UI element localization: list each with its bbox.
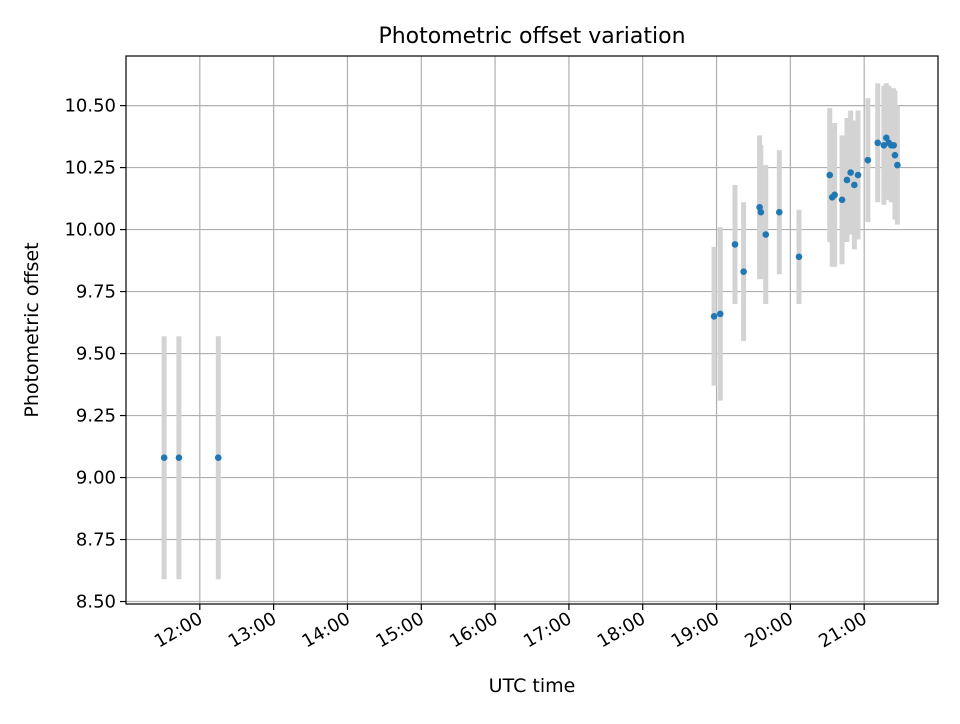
data-point	[880, 141, 888, 149]
y-axis-ticks: 8.50 8.75 9.00 9.25 9.50 9.75 10.00 10.25 10.50	[64, 96, 126, 613]
y-tick-label: 9.00	[76, 468, 116, 489]
data-point	[838, 196, 846, 204]
data-point	[740, 268, 747, 276]
data-point	[826, 171, 834, 179]
grid-lines	[126, 56, 938, 604]
y-axis-label: Photometric offset	[21, 242, 43, 417]
data-point	[891, 151, 899, 159]
x-axis-label: UTC time	[489, 675, 576, 697]
data-point	[716, 310, 724, 318]
data-point	[874, 139, 882, 147]
y-tick-label: 10.25	[64, 158, 116, 179]
data-point	[851, 181, 858, 189]
data-point	[775, 208, 783, 216]
y-tick-label: 8.75	[76, 530, 116, 551]
y-tick-label: 9.25	[76, 406, 116, 427]
data-point	[731, 241, 739, 248]
y-tick-label: 8.50	[76, 592, 116, 613]
data-point	[883, 134, 890, 142]
data-point	[843, 176, 851, 184]
y-tick-label: 9.50	[76, 344, 116, 365]
data-point	[894, 161, 901, 169]
data-point	[756, 203, 763, 211]
data-point	[710, 313, 718, 320]
data-point	[890, 141, 898, 149]
data-point	[795, 253, 803, 261]
y-tick-label: 10.50	[64, 96, 116, 117]
data-point	[757, 208, 765, 216]
data-point	[831, 191, 838, 199]
data-point	[762, 231, 770, 238]
data-point	[854, 171, 862, 179]
data-point	[214, 454, 222, 462]
y-tick-label: 9.75	[76, 282, 116, 303]
data-point	[160, 454, 168, 462]
plot-frame	[125, 55, 939, 605]
chart-title: Photometric offset variation	[378, 24, 685, 49]
y-tick-label: 10.00	[64, 220, 116, 241]
data-points	[160, 134, 901, 462]
data-point	[847, 169, 854, 176]
data-point	[175, 454, 183, 462]
data-point	[864, 156, 872, 164]
